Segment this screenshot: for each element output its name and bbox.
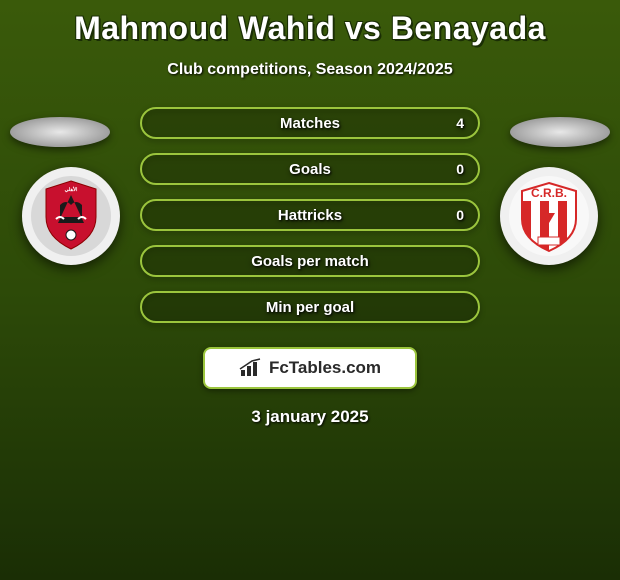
stat-row-min-per-goal: Min per goal <box>140 291 480 323</box>
stat-row-hattricks: Hattricks 0 <box>140 199 480 231</box>
stat-label: Min per goal <box>266 299 354 316</box>
stats-area: الأهلي C.R.B. <box>0 107 620 427</box>
svg-text:C.R.B.: C.R.B. <box>531 186 567 200</box>
al-ahly-icon: الأهلي <box>30 175 112 257</box>
date-text: 3 january 2025 <box>251 407 368 427</box>
site-logo-box[interactable]: FcTables.com <box>203 347 417 389</box>
chart-icon <box>239 358 263 378</box>
team-left-badge: الأهلي <box>22 167 120 265</box>
player-left-placeholder <box>10 117 110 147</box>
stat-value-right: 4 <box>456 115 464 131</box>
team-right-badge: C.R.B. <box>500 167 598 265</box>
stat-value-right: 0 <box>456 207 464 223</box>
stat-row-goals-per-match: Goals per match <box>140 245 480 277</box>
logo-text: FcTables.com <box>269 358 381 378</box>
stat-label: Goals per match <box>251 253 369 270</box>
stat-row-goals: Goals 0 <box>140 153 480 185</box>
stat-row-matches: Matches 4 <box>140 107 480 139</box>
page-subtitle: Club competitions, Season 2024/2025 <box>167 61 452 79</box>
stat-value-right: 0 <box>456 161 464 177</box>
stat-label: Goals <box>289 161 331 178</box>
stat-label: Matches <box>280 115 340 132</box>
page-title: Mahmoud Wahid vs Benayada <box>74 10 546 47</box>
crb-icon: C.R.B. <box>508 175 590 257</box>
infographic-container: Mahmoud Wahid vs Benayada Club competiti… <box>0 0 620 427</box>
player-right-placeholder <box>510 117 610 147</box>
stat-label: Hattricks <box>278 207 342 224</box>
svg-text:الأهلي: الأهلي <box>65 185 78 193</box>
